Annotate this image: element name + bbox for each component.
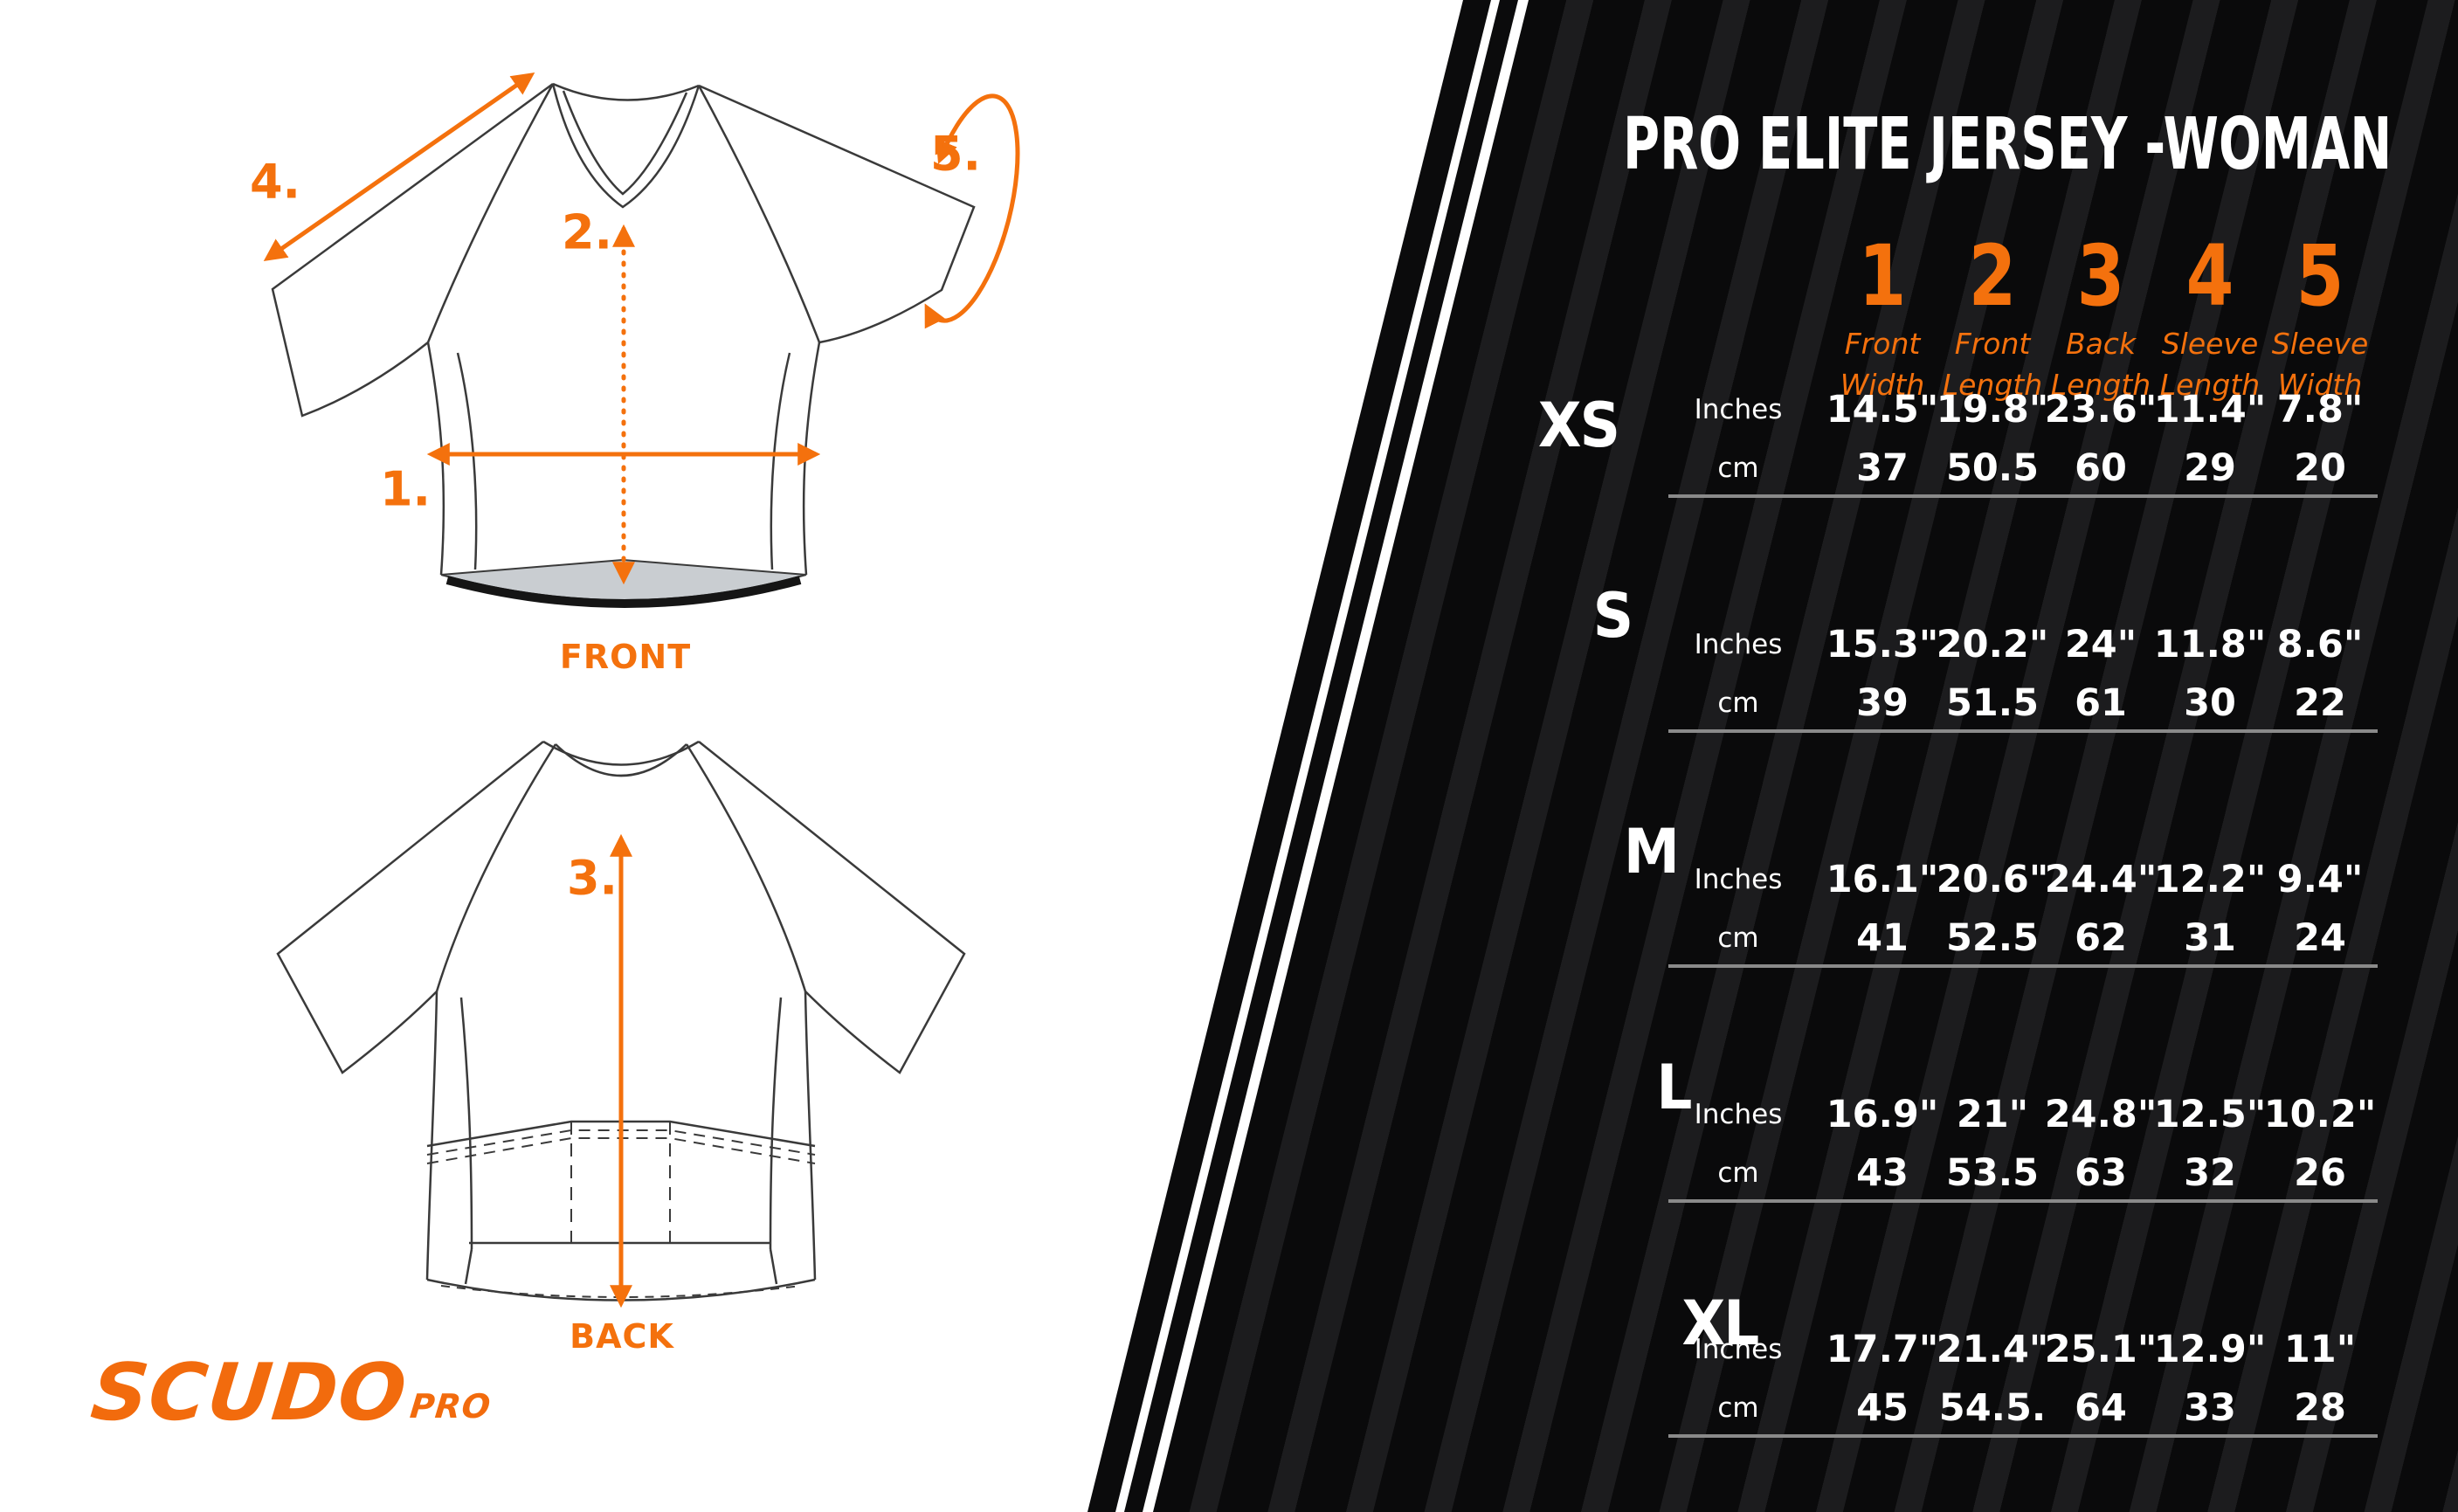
callout-1: 1. xyxy=(379,461,432,517)
arrow-sleeve-length xyxy=(263,72,535,261)
scudo-pro-logo: SCUDO PRO xyxy=(86,1347,497,1439)
arrow-sleeve-width-loop xyxy=(924,93,1020,329)
row-underline-L xyxy=(1668,1199,2378,1203)
value-cm-XL-col3: 64 xyxy=(2075,1386,2127,1430)
value-cm-M-col2: 52.5 xyxy=(1945,916,2040,960)
page-title: PRO ELITE JERSEY -WOMAN xyxy=(1623,103,2392,186)
value-cm-XL-col1: 45 xyxy=(1856,1386,1909,1430)
value-inches-XS-col1: 14.5" xyxy=(1826,388,1939,432)
value-inches-L-col3: 24.8" xyxy=(2044,1093,2158,1136)
callout-3: 3. xyxy=(566,850,618,906)
value-inches-L-col4: 12.5" xyxy=(2153,1093,2267,1136)
value-cm-L-col1: 43 xyxy=(1856,1151,1909,1195)
front-hem-dark-band xyxy=(445,576,802,608)
value-cm-XS-col3: 60 xyxy=(2075,446,2127,490)
value-cm-M-col4: 31 xyxy=(2184,916,2236,960)
callout-4: 4. xyxy=(249,154,301,210)
column-number-5: 5 xyxy=(2296,227,2344,325)
value-inches-XL-col1: 17.7" xyxy=(1826,1328,1939,1371)
column-label-1: Front Width xyxy=(1840,327,1925,402)
unit-cm-M: cm xyxy=(1717,922,1759,954)
value-inches-XL-col3: 25.1" xyxy=(2044,1328,2158,1371)
value-inches-XL-col5: 11" xyxy=(2283,1328,2357,1371)
value-cm-L-col5: 26 xyxy=(2294,1151,2346,1195)
size-label-L: L xyxy=(1656,1052,1692,1123)
value-inches-M-col4: 12.2" xyxy=(2153,858,2267,901)
unit-inches-XS: Inches xyxy=(1694,394,1783,425)
value-inches-L-col2: 21" xyxy=(1956,1093,2029,1136)
column-label-2: Front Length xyxy=(1942,327,2043,402)
value-cm-XL-col5: 28 xyxy=(2294,1386,2346,1430)
column-number-3: 3 xyxy=(2076,227,2125,325)
unit-cm-S: cm xyxy=(1717,687,1759,719)
size-label-XL: XL xyxy=(1681,1288,1759,1359)
value-cm-M-col5: 24 xyxy=(2294,916,2346,960)
value-cm-XS-col2: 50.5 xyxy=(1945,446,2040,490)
value-inches-M-col5: 9.4" xyxy=(2276,858,2364,901)
column-number-4: 4 xyxy=(2185,227,2234,325)
value-cm-XL-col2: 54.5. xyxy=(1938,1386,2047,1430)
value-cm-S-col2: 51.5 xyxy=(1945,681,2040,725)
value-cm-S-col1: 39 xyxy=(1856,681,1909,725)
value-cm-XL-col4: 33 xyxy=(2184,1386,2236,1430)
value-cm-L-col3: 63 xyxy=(2075,1151,2127,1195)
jersey-diagram xyxy=(263,72,1020,1308)
unit-cm-L: cm xyxy=(1717,1157,1759,1189)
unit-cm-XL: cm xyxy=(1717,1392,1759,1424)
row-underline-XL xyxy=(1668,1434,2378,1438)
size-label-XS: XS xyxy=(1537,390,1620,461)
value-inches-XL-col4: 12.9" xyxy=(2153,1328,2267,1371)
value-inches-XS-col3: 23.6" xyxy=(2044,388,2158,432)
size-label-S: S xyxy=(1592,580,1633,652)
value-inches-XL-col2: 21.4" xyxy=(1936,1328,2049,1371)
column-number-1: 1 xyxy=(1858,227,1907,325)
unit-inches-L: Inches xyxy=(1694,1099,1783,1130)
value-inches-S-col4: 11.8" xyxy=(2153,623,2267,666)
back-view-label: BACK xyxy=(570,1317,674,1356)
column-number-2: 2 xyxy=(1968,227,2017,325)
value-cm-M-col3: 62 xyxy=(2075,916,2127,960)
value-inches-S-col1: 15.3" xyxy=(1826,623,1939,666)
value-cm-L-col4: 32 xyxy=(2184,1151,2236,1195)
row-underline-M xyxy=(1668,964,2378,968)
row-underline-XS xyxy=(1668,494,2378,498)
value-cm-XS-col1: 37 xyxy=(1856,446,1909,490)
column-label-5: Sleeve Width xyxy=(2271,327,2369,402)
row-underline-S xyxy=(1668,729,2378,733)
unit-cm-XS: cm xyxy=(1717,452,1759,484)
value-cm-XS-col5: 20 xyxy=(2294,446,2346,490)
value-inches-S-col3: 24" xyxy=(2064,623,2137,666)
value-cm-L-col2: 53.5 xyxy=(1945,1151,2040,1195)
value-inches-XS-col5: 7.8" xyxy=(2276,388,2364,432)
value-cm-S-col3: 61 xyxy=(2075,681,2127,725)
value-inches-M-col2: 20.6" xyxy=(1936,858,2049,901)
logo-pro-text: PRO xyxy=(408,1386,494,1426)
front-view-label: FRONT xyxy=(559,638,692,676)
value-inches-XS-col2: 19.8" xyxy=(1936,388,2049,432)
value-cm-S-col5: 22 xyxy=(2294,681,2346,725)
value-inches-M-col1: 16.1" xyxy=(1826,858,1939,901)
unit-inches-S: Inches xyxy=(1694,629,1783,660)
value-inches-S-col2: 20.2" xyxy=(1936,623,2049,666)
front-measure-arrows xyxy=(263,72,1020,585)
callout-2: 2. xyxy=(561,204,613,260)
column-label-4: Sleeve Length xyxy=(2159,327,2261,402)
value-cm-M-col1: 41 xyxy=(1856,916,1909,960)
unit-inches-XL: Inches xyxy=(1694,1334,1783,1365)
value-inches-M-col3: 24.4" xyxy=(2044,858,2158,901)
unit-inches-M: Inches xyxy=(1694,864,1783,895)
callout-5: 5. xyxy=(929,126,982,182)
value-inches-L-col5: 10.2" xyxy=(2263,1093,2377,1136)
size-label-M: M xyxy=(1623,816,1680,887)
value-inches-L-col1: 16.9" xyxy=(1826,1093,1939,1136)
logo-scudo-text: SCUDO xyxy=(86,1347,411,1439)
value-cm-S-col4: 30 xyxy=(2184,681,2236,725)
value-inches-S-col5: 8.6" xyxy=(2276,623,2364,666)
column-label-3: Back Length xyxy=(2050,327,2151,402)
value-inches-XS-col4: 11.4" xyxy=(2153,388,2267,432)
value-cm-XS-col4: 29 xyxy=(2184,446,2236,490)
